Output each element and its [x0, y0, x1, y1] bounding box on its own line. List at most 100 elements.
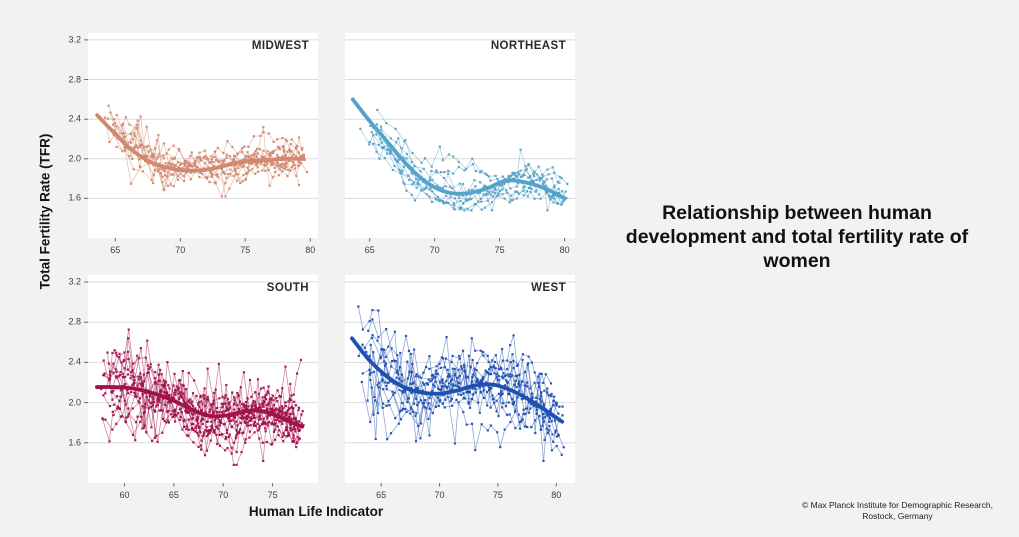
data-point: [416, 404, 419, 407]
data-point: [185, 167, 189, 170]
data-point: [535, 408, 538, 411]
data-point: [289, 426, 292, 429]
data-point: [401, 390, 404, 393]
data-point: [516, 190, 519, 193]
data-point: [544, 373, 547, 376]
data-point: [434, 380, 437, 383]
data-point: [119, 374, 122, 377]
data-point: [134, 395, 137, 398]
data-point: [253, 416, 256, 419]
data-point: [498, 184, 501, 187]
data-point: [102, 373, 105, 377]
data-point: [488, 368, 491, 371]
data-point: [290, 165, 293, 169]
data-point: [404, 138, 407, 142]
data-point: [225, 384, 228, 387]
y-tick-label: 2.8: [68, 316, 81, 327]
data-point: [174, 389, 177, 392]
data-point: [222, 171, 225, 174]
data-point: [437, 404, 440, 408]
data-point: [167, 400, 170, 403]
data-point: [254, 391, 257, 394]
data-point: [126, 389, 129, 392]
data-point: [218, 397, 221, 400]
data-point: [382, 147, 385, 150]
data-point: [402, 156, 405, 159]
data-point: [151, 152, 154, 155]
data-point: [491, 398, 494, 401]
data-point: [228, 187, 231, 190]
data-point: [210, 420, 213, 423]
data-point: [278, 429, 281, 432]
data-point: [153, 436, 156, 439]
data-point: [156, 397, 159, 400]
data-point: [451, 187, 454, 190]
data-point: [294, 404, 297, 407]
data-point: [486, 190, 489, 193]
data-point: [141, 427, 144, 430]
data-point: [542, 417, 545, 420]
data-point: [109, 374, 112, 377]
data-point: [503, 428, 506, 431]
data-point: [278, 420, 281, 423]
data-point: [415, 412, 418, 415]
data-point: [291, 440, 294, 443]
data-point: [289, 142, 292, 145]
data-point: [191, 418, 194, 421]
data-point: [230, 446, 233, 449]
data-point: [127, 357, 130, 361]
data-point: [212, 391, 216, 394]
data-point: [537, 381, 540, 384]
data-point: [468, 391, 471, 394]
data-point: [410, 386, 413, 389]
data-point: [467, 189, 470, 192]
data-point: [137, 146, 140, 149]
data-point: [225, 176, 228, 179]
data-point: [403, 183, 406, 186]
data-point: [292, 393, 295, 396]
data-point: [187, 428, 190, 431]
data-point: [182, 175, 186, 178]
data-point: [212, 165, 215, 168]
data-point: [189, 164, 192, 167]
data-point: [361, 372, 364, 375]
data-point: [540, 395, 543, 398]
x-tick-label: 70: [429, 245, 440, 255]
panel-northeast-plot: [345, 39, 575, 242]
data-point: [135, 145, 138, 148]
data-point: [379, 357, 382, 360]
data-point: [166, 171, 170, 174]
data-point: [404, 334, 408, 337]
data-point: [545, 191, 548, 195]
data-point: [380, 141, 383, 144]
data-point: [183, 418, 186, 421]
data-point: [398, 377, 401, 380]
data-point: [158, 162, 161, 165]
data-point: [479, 198, 482, 201]
data-point: [234, 155, 237, 158]
data-point: [224, 195, 227, 198]
data-point: [390, 365, 393, 368]
data-point: [188, 162, 191, 165]
data-point: [265, 398, 268, 401]
data-point: [142, 373, 145, 376]
data-point: [500, 366, 503, 369]
data-point: [146, 364, 149, 367]
data-point: [126, 350, 130, 353]
data-point: [402, 391, 405, 394]
data-point: [393, 391, 396, 394]
data-point: [375, 133, 378, 136]
data-point: [261, 402, 264, 406]
data-point: [239, 386, 242, 389]
data-point: [191, 165, 194, 168]
data-point: [221, 159, 224, 162]
data-point: [226, 397, 229, 401]
data-point: [218, 424, 221, 427]
data-point: [562, 446, 565, 449]
data-point: [399, 351, 402, 355]
data-point: [467, 354, 470, 357]
data-point: [113, 403, 116, 406]
data-point: [367, 329, 370, 332]
data-point: [517, 380, 521, 383]
data-point: [380, 373, 383, 376]
